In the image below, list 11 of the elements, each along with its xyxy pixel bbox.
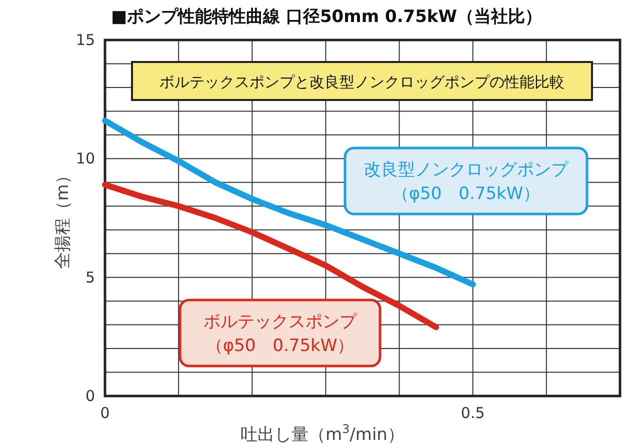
y-tick-label: 0: [85, 387, 95, 405]
series-label: ボルテックスポンプ（φ50 0.75kW）: [204, 312, 358, 356]
y-tick-label: 15: [76, 31, 95, 49]
x-axis-title: 吐出し量（m$^{3}$/min）: [240, 422, 404, 445]
y-axis-title: 全揚程（m）: [53, 167, 73, 269]
series-label: 改良型ノンクロッグポンプ（φ50 0.75kW）: [364, 160, 569, 204]
x-tick-label: 0.5: [460, 404, 485, 422]
y-tick-label: 5: [85, 268, 95, 286]
y-tick-label: 10: [76, 150, 95, 168]
annotation: ボルテックスポンプと改良型ノンクロッグポンプの性能比較: [160, 73, 564, 91]
chart-title: ■ポンプ性能特性曲線 口径50mm 0.75kW（当社比）: [111, 7, 542, 27]
